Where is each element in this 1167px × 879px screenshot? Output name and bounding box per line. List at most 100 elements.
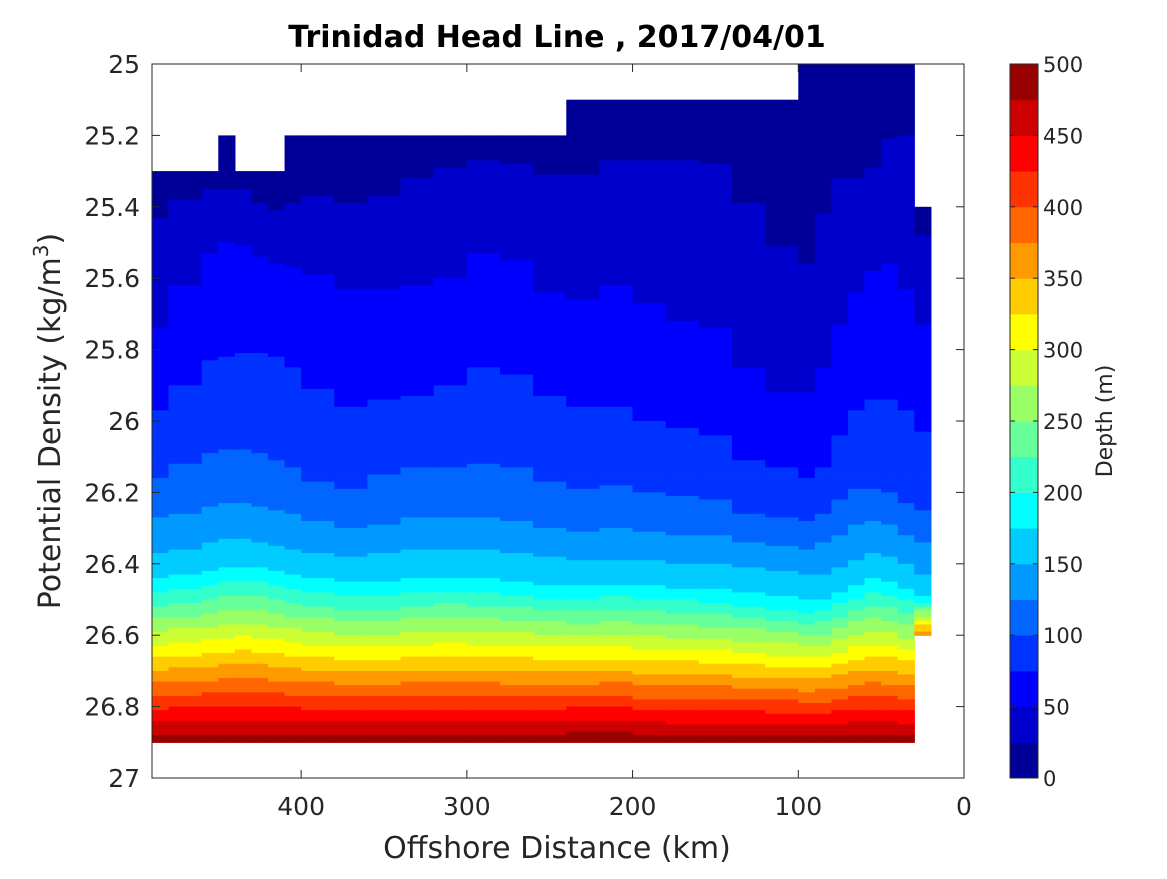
- contour-cell: [367, 413, 402, 419]
- contour-cell: [831, 281, 849, 286]
- contour-cell: [251, 196, 269, 201]
- contour-cell: [367, 267, 402, 272]
- contour-cell: [301, 542, 335, 547]
- contour-cell: [301, 417, 335, 422]
- contour-cell: [881, 449, 899, 454]
- contour-cell: [500, 135, 534, 140]
- contour-cell: [433, 156, 468, 161]
- contour-cell: [881, 174, 899, 179]
- contour-cell: [367, 517, 402, 522]
- contour-cell: [599, 228, 634, 233]
- contour-cell: [814, 670, 833, 676]
- contour-cell: [732, 131, 766, 136]
- contour-cell: [367, 335, 402, 340]
- contour-cell: [201, 424, 219, 429]
- contour-cell: [201, 388, 219, 394]
- contour-cell: [168, 385, 203, 390]
- contour-cell: [632, 203, 667, 208]
- contour-cell: [268, 217, 286, 222]
- contour-cell: [831, 356, 849, 361]
- contour-cell: [665, 670, 700, 676]
- contour-cell: [234, 470, 253, 476]
- contour-cell: [168, 203, 203, 208]
- contour-cell: [152, 417, 170, 422]
- contour-cell: [864, 317, 882, 322]
- contour-cell: [500, 513, 534, 518]
- contour-cell: [268, 520, 286, 526]
- contour-cell: [234, 406, 253, 411]
- contour-cell: [831, 185, 849, 190]
- contour-cell: [533, 288, 567, 294]
- contour-cell: [848, 549, 866, 554]
- contour-cell: [848, 510, 866, 515]
- contour-cell: [367, 685, 402, 690]
- contour-cell: [433, 695, 468, 701]
- contour-cell: [466, 692, 501, 697]
- contour-cell: [218, 706, 236, 711]
- contour-cell: [334, 342, 369, 347]
- contour-cell: [814, 328, 833, 333]
- contour-cell: [152, 549, 170, 554]
- contour-cell: [814, 717, 833, 722]
- contour-cell: [632, 235, 667, 240]
- contour-cell: [798, 313, 816, 319]
- contour-cell: [367, 574, 402, 579]
- contour-cell: [848, 588, 866, 593]
- contour-cell: [400, 649, 435, 654]
- contour-cell: [234, 392, 253, 397]
- contour-cell: [831, 349, 849, 354]
- contour-cell: [698, 210, 733, 215]
- contour-cell: [284, 645, 302, 651]
- contour-cell: [500, 613, 534, 618]
- contour-cell: [864, 542, 882, 547]
- contour-cell: [218, 231, 236, 236]
- contour-cell: [566, 185, 601, 190]
- contour-cell: [301, 228, 335, 233]
- contour-cell: [665, 692, 700, 697]
- contour-cell: [400, 310, 435, 315]
- contour-cell: [765, 231, 799, 236]
- contour-cell: [864, 520, 882, 526]
- contour-cell: [433, 360, 468, 365]
- contour-cell: [533, 545, 567, 551]
- contour-cell: [814, 421, 833, 426]
- contour-cell: [168, 635, 203, 640]
- contour-cell: [864, 442, 882, 447]
- contour-cell: [831, 574, 849, 579]
- contour-cell: [798, 667, 816, 672]
- contour-cell: [632, 670, 667, 676]
- contour-cell: [665, 699, 700, 704]
- contour-cell: [599, 206, 634, 211]
- contour-cell: [400, 142, 435, 147]
- contour-cell: [466, 549, 501, 554]
- contour-cell: [367, 624, 402, 629]
- contour-cell: [864, 67, 882, 72]
- contour-cell: [665, 463, 700, 469]
- contour-cell: [334, 135, 369, 140]
- contour-cell: [831, 535, 849, 540]
- contour-cell: [566, 499, 601, 504]
- contour-cell: [500, 174, 534, 179]
- contour-cell: [433, 478, 468, 483]
- contour-cell: [268, 603, 286, 608]
- contour-cell: [400, 160, 435, 165]
- contour-cell: [665, 249, 700, 254]
- contour-cell: [234, 545, 253, 551]
- contour-cell: [400, 431, 435, 436]
- contour-cell: [814, 274, 833, 279]
- contour-cell: [814, 478, 833, 483]
- contour-cell: [732, 403, 766, 408]
- contour-cell: [732, 135, 766, 140]
- contour-cell: [599, 631, 634, 636]
- contour-cell: [732, 713, 766, 718]
- contour-cell: [632, 660, 667, 665]
- contour-cell: [268, 724, 286, 729]
- contour-cell: [400, 685, 435, 690]
- contour-cell: [881, 103, 899, 108]
- contour-cell: [864, 713, 882, 718]
- contour-cell: [284, 192, 302, 197]
- contour-cell: [334, 653, 369, 658]
- contour-cell: [168, 399, 203, 404]
- contour-cell: [864, 685, 882, 690]
- contour-cell: [566, 424, 601, 429]
